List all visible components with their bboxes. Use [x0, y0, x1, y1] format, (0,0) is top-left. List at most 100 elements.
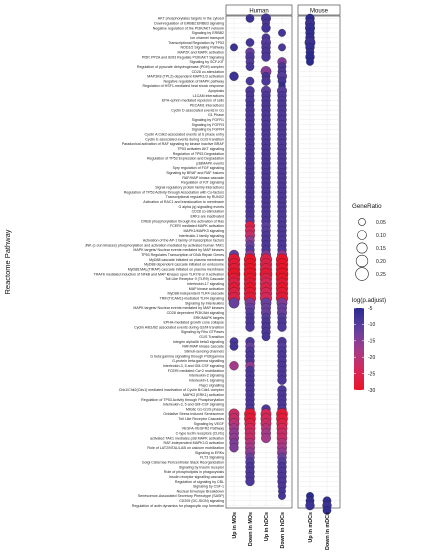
- pathway-label: G1 Phase: [208, 113, 224, 117]
- pathway-label: Transcriptional regulation by RUNX2: [166, 195, 224, 199]
- data-dot: [230, 43, 238, 52]
- pathway-label: Signaling by Insulin receptor: [179, 465, 225, 469]
- data-dot: [261, 332, 271, 342]
- pathway-label: Regulation of HSF1-mediated heat shock r…: [142, 84, 224, 88]
- pathway-label: Chk1/Chk2(Cds1) mediated inactivation of…: [119, 388, 224, 392]
- legend-size-label: 0.05: [376, 220, 386, 226]
- pathway-label: Oxidative Stress Induced Senescence: [163, 412, 224, 416]
- pathway-label: MAP2K and MAPK activation: [177, 50, 224, 54]
- legend-size-label: 0.25: [376, 272, 386, 278]
- pathway-label: Regulation of pyruvate dehydrogenase (PD…: [137, 65, 224, 69]
- pathway-label: Rap1 signalling: [199, 383, 224, 387]
- legend-color-label: -10: [368, 322, 375, 328]
- pathway-label: Downregulation of ERBB2:ERBB3 signaling: [154, 22, 224, 26]
- pathway-label: Role of LAT2/NTAL/LAB on calcium mobiliz…: [147, 446, 224, 450]
- data-dot: [245, 62, 255, 71]
- pathway-label: EPHA-mediated growth cone collapse: [163, 321, 224, 325]
- pathway-label: L1CAM interactions: [193, 94, 225, 98]
- pathway-label: Signaling by SCF-KIT: [189, 60, 224, 64]
- pathway-label: RAF/MAP kinase cascade: [182, 345, 224, 349]
- data-dot: [245, 322, 255, 332]
- data-dot: [277, 322, 287, 332]
- x-tick-label: Up in mDCs: [308, 512, 314, 543]
- legend-colorbar: [354, 308, 364, 390]
- dots: [227, 13, 332, 515]
- data-dot: [245, 76, 255, 86]
- pathway-label: Regulation of TP53 Activity through Asso…: [124, 190, 224, 194]
- pathway-label: TRAF6 mediated induction of NFkB and MAP…: [93, 272, 224, 276]
- data-dot: [261, 52, 271, 62]
- pathway-label: Interleukin-17 signaling: [187, 282, 224, 286]
- pathway-label: MyD88 dependent cascade initiated on end…: [144, 263, 224, 267]
- pathway-label: NOD1/2 Signaling Pathway: [180, 46, 224, 50]
- legend-size-dot: [357, 230, 367, 240]
- pathway-label: FLT3 Signaling: [200, 456, 224, 460]
- pathway-label: Interleukin-1 signaling: [189, 378, 224, 382]
- pathway-label: Signaling by ERBB2: [192, 31, 224, 35]
- pathway-label: Signaling by FGFR3: [192, 123, 224, 127]
- x-tick-label: Down in MOs: [248, 512, 254, 546]
- pathway-label: Interleukin-2 signaling: [189, 374, 224, 378]
- pathway-label: VEGFA-VEGFR2 Pathway: [182, 427, 225, 431]
- pathway-label: Spry regulation of FGF signaling: [172, 166, 224, 170]
- pathway-label: TP53 activates AKT signaling: [177, 147, 224, 151]
- legend-color-label: -15: [368, 339, 375, 345]
- pathway-label: Cyclin A/B1/B2 associated events during …: [134, 325, 224, 329]
- y-axis-label: Reactome Pathway: [3, 229, 12, 294]
- facet-strips: Human Mouse: [225, 4, 341, 16]
- pathway-label: Golgi Cisternae Pericentriolar Stack Reo…: [142, 460, 224, 464]
- data-dot: [261, 433, 271, 444]
- x-tick-label: Down in hDCs: [280, 512, 286, 549]
- pathway-label: MAP kinase activation: [189, 287, 224, 291]
- pathway-label: G-protein beta:gamma signalling: [172, 359, 224, 363]
- data-dot: [245, 476, 255, 487]
- pathway-label: CD209 (DC-SIGN) signaling: [179, 499, 224, 503]
- pathway-label: Cyclin D associated events in G1: [171, 108, 224, 112]
- data-dot: [229, 361, 239, 371]
- legend-size-dot: [356, 242, 368, 254]
- legend-size-title: GeneRatio: [352, 203, 382, 210]
- data-dot: [305, 500, 315, 511]
- data-dot: [322, 506, 332, 515]
- pathway-label: CREB phosphorylation through the activat…: [141, 219, 224, 223]
- pathway-labels: AKT phosphorylates targets in the cytoso…: [85, 17, 225, 508]
- pathway-label: FCERI mediated MAPK activation: [170, 224, 224, 228]
- x-tick-labels: Up in MOs Down in MOs Up in hDCs Down in hD…: [232, 512, 331, 550]
- pathway-label: Nuclear Envelope Breakdown: [177, 489, 224, 493]
- pathway-label: Signaling by Rho GTPases: [181, 330, 224, 334]
- x-tick-label: Up in hDCs: [264, 512, 270, 541]
- legend: GeneRatio 0.05 0.10 0.15 0.20 0.25 log(p.adjus…: [352, 203, 386, 394]
- pathway-label: Ion channel transport: [190, 36, 224, 40]
- pathway-label: Interleukin-3, 5 and GM-CSF signaling: [163, 403, 224, 407]
- data-dot: [278, 28, 286, 37]
- pathway-label: G alpha (q) signalling events: [178, 205, 224, 209]
- legend-size-label: 0.10: [376, 233, 386, 239]
- x-tick-label: Down in mDCs: [325, 512, 331, 550]
- pathway-label: Signaling by FGFR1: [192, 118, 224, 122]
- pathway-label: Signaling by FGFR4: [192, 128, 224, 132]
- pathway-label: Regulation of signaling by CBL: [175, 480, 224, 484]
- pathway-label: Insulin receptor signalling cascade: [169, 475, 224, 479]
- pathway-label: Stimuli-sensing channels: [184, 350, 224, 354]
- pathway-label: EPH-ephrin mediated repulsion of cells: [162, 99, 224, 103]
- strip-label-mouse: Mouse: [310, 8, 329, 14]
- pathway-label: Activation of the AP-1 family of transcr…: [143, 239, 224, 243]
- strip-mouse: [297, 4, 341, 16]
- pathway-label: Signaling by Interleukins: [185, 301, 224, 305]
- data-dot: [261, 76, 271, 86]
- pathway-label: Signaling by CSF-1: [193, 485, 224, 489]
- pathway-label: MAP3K8 (TPL2)-dependent MAPK1/3 activati…: [147, 75, 224, 79]
- pathway-label: Toll Like Receptor 9 (TLR9) Cascade: [165, 277, 224, 281]
- data-dot: [245, 14, 255, 23]
- pathway-label: Regulation of TP53 Activity through Phos…: [141, 398, 224, 402]
- pathway-label: Regulation of KIT signaling: [181, 181, 224, 185]
- data-dot: [228, 297, 240, 309]
- legend-size-dot: [358, 218, 366, 226]
- legend-size-dot: [355, 254, 369, 268]
- pathway-label: Regulation of TP53 Expression and Degrad…: [147, 157, 224, 161]
- pathway-label: Transcriptional Regulation by TP53: [168, 41, 224, 45]
- pathway-label: MAPK1/MAPK3 signaling: [183, 229, 224, 233]
- pathway-label: Signaling to ERKs: [195, 451, 224, 455]
- pathway-label: Negative regulation of MAPK pathway: [163, 79, 224, 83]
- pathway-label: MyD88:MAL(TIRAP) cascade initiated on pl…: [128, 268, 224, 272]
